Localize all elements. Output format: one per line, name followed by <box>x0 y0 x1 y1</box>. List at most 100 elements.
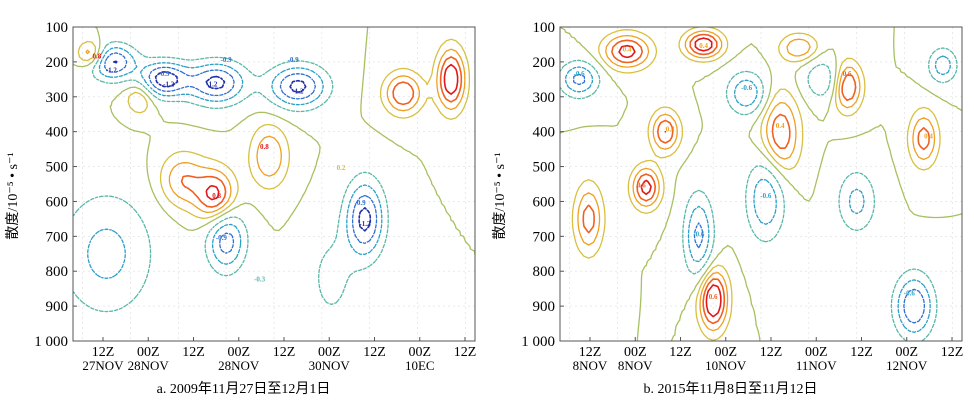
contour-field: 0.4 0.4 -0.6 -0.6 0.4 0.4 0.6 -0.6 -0.6 0.6 0.6 -0.… <box>560 27 962 341</box>
contour-line <box>104 52 378 254</box>
x-tick-date-label: 28NOV <box>218 358 260 373</box>
x-tick-date-label: 8NOV <box>573 358 608 373</box>
x-tick-date-label: 30NOV <box>309 358 351 373</box>
x-tick-date-label: 28NOV <box>128 358 170 373</box>
x-tick-date-label: 10EC <box>405 358 435 373</box>
y-tick-label: 500 <box>533 160 556 176</box>
y-tick-label: 400 <box>533 125 556 141</box>
contour-value-label: 0.8 <box>260 143 269 151</box>
x-tick-label: 12Z <box>273 345 296 360</box>
contour-line <box>577 30 936 332</box>
y-tick-label: 1 000 <box>521 334 555 350</box>
x-tick-date-label: 11NOV <box>796 358 837 373</box>
contour-value-label: -0.6 <box>741 84 753 92</box>
contour-value-label: -0.6 <box>693 230 705 238</box>
x-tick-date-label: 27NOV <box>82 358 124 373</box>
contour-line <box>87 46 383 279</box>
contour-value-label: -0.9 <box>288 56 300 64</box>
x-tick-label: 00Z <box>227 345 250 360</box>
contour-value-label: 0.4 <box>924 133 933 141</box>
x-tick-label: 00Z <box>408 345 431 360</box>
contour-value-label: 0.4 <box>666 126 675 134</box>
x-tick-label: 12Z <box>454 345 477 360</box>
y-tick-label: 200 <box>46 55 69 71</box>
contour-value-label: -0.9 <box>355 199 367 207</box>
contour-value-label: 0.4 <box>699 42 708 50</box>
contour-value-label: 0.4 <box>776 122 785 130</box>
contour-value-label: -0.6 <box>904 290 916 298</box>
contour-value-label: -1.2 <box>206 80 218 88</box>
x-tick-date-label: 12NOV <box>886 358 928 373</box>
x-tick-label: 12Z <box>850 345 873 360</box>
x-tick-date-label: 8NOV <box>618 358 653 373</box>
x-tick-label: 12Z <box>760 345 783 360</box>
y-tick-label: 100 <box>533 20 556 36</box>
contour-value-label: -0.9 <box>158 70 170 78</box>
contour-line <box>180 56 463 208</box>
contour-line <box>77 38 471 219</box>
x-tick-label: 12Z <box>92 345 115 360</box>
contour-value-label: -1.2 <box>292 87 304 95</box>
contour-value-label: -0.9 <box>221 56 233 64</box>
y-tick-label: 100 <box>46 20 69 36</box>
chart-panel-a: -1.2 0.8 -0.9 -1.2 0.8 -0.9 -1.2 -0.9 -0.9 -1.2 0.… <box>6 20 477 397</box>
x-tick-label: 12Z <box>941 345 964 360</box>
y-tick-label: 900 <box>533 299 556 315</box>
plot-frame <box>559 26 963 342</box>
contour-value-label: 0.8 <box>93 52 102 60</box>
contour-chart-b: 0.4 0.4 -0.6 -0.6 0.4 0.4 0.6 -0.6 -0.6 0.6 0.6 -0.… <box>521 20 964 373</box>
contour-line <box>73 40 389 313</box>
contour-value-label: -1.2 <box>106 66 118 74</box>
contour-line <box>560 27 962 341</box>
x-tick-label: 12Z <box>182 345 205 360</box>
contour-value-label: -1.2 <box>359 220 371 228</box>
x-tick-label: 00Z <box>895 345 918 360</box>
y-tick-label: 300 <box>533 90 556 106</box>
contour-value-label: -0.6 <box>574 70 586 78</box>
contour-field: -1.2 0.8 -0.9 -1.2 0.8 -0.9 -1.2 -0.9 -0.9 -1.2 0.… <box>73 27 475 341</box>
x-tick-label: 00Z <box>805 345 828 360</box>
x-tick-date-label: 10NOV <box>705 358 747 373</box>
x-tick-label: 00Z <box>624 345 647 360</box>
caption-a: a. 2009年11月27日至12月1日 <box>156 382 331 397</box>
contour-line <box>571 27 941 341</box>
y-tick-label: 800 <box>46 264 69 280</box>
contour-line <box>205 63 459 201</box>
contour-line <box>618 37 722 318</box>
plot-frame <box>72 26 476 342</box>
y-tick-label: 400 <box>46 125 69 141</box>
x-tick-label: 00Z <box>318 345 341 360</box>
contour-value-label: 0.4 <box>623 45 632 53</box>
x-tick-label: 00Z <box>137 345 160 360</box>
y-tick-label: 1 000 <box>34 334 68 350</box>
y-axis-label-b: 散度/10⁻⁵ • s⁻¹ <box>493 152 508 240</box>
contour-value-label: -0.3 <box>254 276 266 284</box>
y-tick-label: 600 <box>533 194 556 210</box>
contour-line <box>565 55 951 333</box>
y-tick-label: 800 <box>533 264 556 280</box>
y-tick-label: 300 <box>46 90 69 106</box>
contour-value-label: 0.8 <box>212 192 221 200</box>
y-axis-label-a: 散度/10⁻⁵ • s⁻¹ <box>6 152 21 240</box>
x-tick-label: 12Z <box>669 345 692 360</box>
y-tick-label: 200 <box>533 55 556 71</box>
contour-value-label: 0.2 <box>337 164 346 172</box>
x-tick-label: 00Z <box>714 345 737 360</box>
contour-line <box>73 27 475 256</box>
y-tick-label: 700 <box>533 229 556 245</box>
contour-line <box>573 73 926 324</box>
contour-value-label: 0.6 <box>843 70 852 78</box>
caption-b: b. 2015年11月8日至11月12日 <box>643 382 818 397</box>
y-tick-label: 700 <box>46 229 69 245</box>
contour-line <box>112 60 372 232</box>
y-tick-label: 500 <box>46 160 69 176</box>
contour-value-label: 0.6 <box>709 293 718 301</box>
y-tick-label: 600 <box>46 194 69 210</box>
x-tick-label: 12Z <box>363 345 386 360</box>
contour-value-label: 0.6 <box>637 181 646 189</box>
y-tick-label: 900 <box>46 299 69 315</box>
contour-line <box>85 48 466 214</box>
x-tick-label: 12Z <box>579 345 602 360</box>
contour-chart-a: -1.2 0.8 -0.9 -1.2 0.8 -0.9 -1.2 -0.9 -0.9 -1.2 0.… <box>34 20 477 373</box>
contour-value-label: -0.6 <box>760 192 772 200</box>
